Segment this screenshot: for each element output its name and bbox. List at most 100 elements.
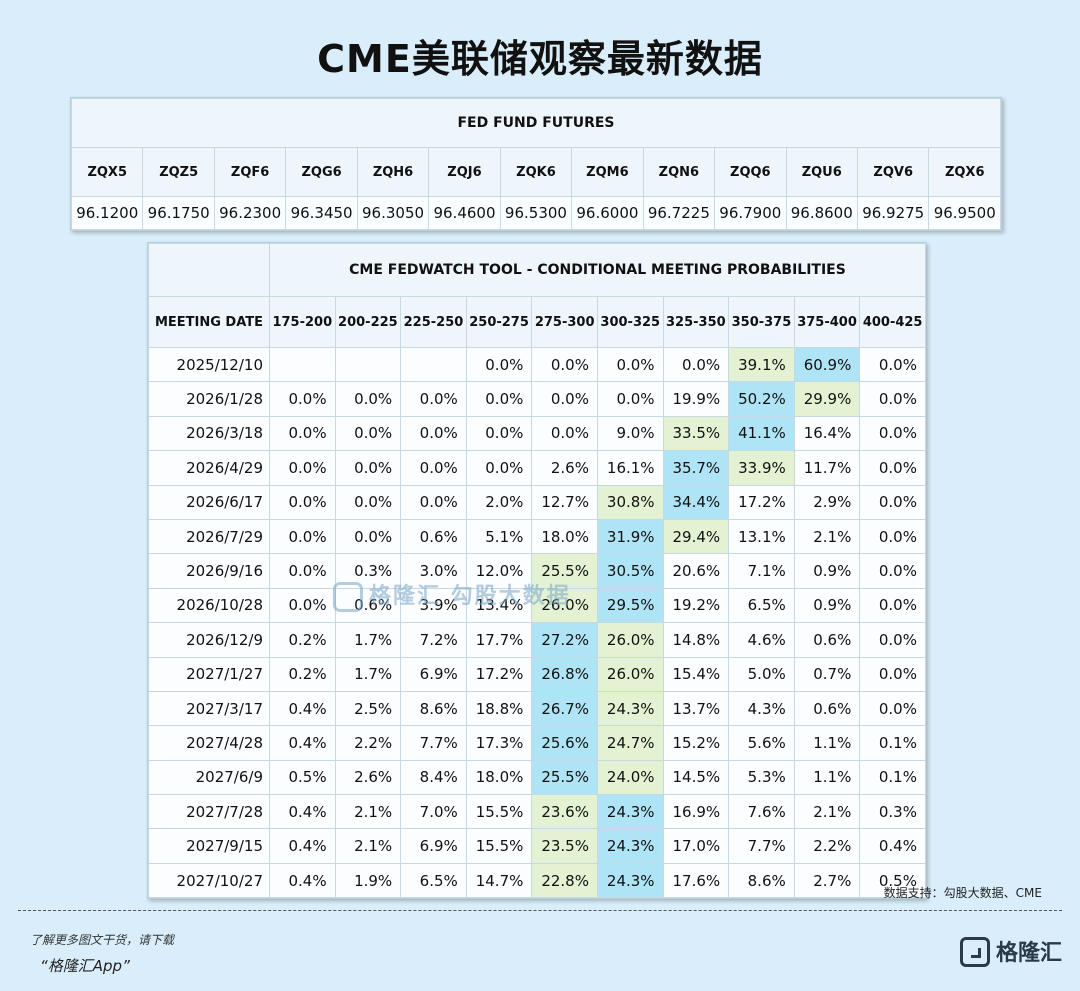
probability-cell: 25.5% — [531, 759, 598, 796]
probability-cell: 30.5% — [596, 553, 664, 589]
probability-cell: 7.2% — [400, 622, 467, 658]
probability-cell: 35.7% — [662, 450, 730, 486]
probability-cell: 24.3% — [596, 794, 664, 830]
probability-cell: 26.0% — [596, 656, 664, 692]
probability-cell: 20.6% — [662, 553, 730, 589]
table-row: 2026/7/29 0.0% 0.0% 0.6% 5.1% 18.0% 31.9% 29.4%… — [148, 518, 926, 555]
probability-cell: 5.6% — [728, 725, 795, 761]
rate-range-header: 275-300 — [531, 296, 598, 348]
probability-cell: 39.1% — [728, 346, 795, 383]
probability-cell: 19.9% — [662, 381, 730, 417]
probability-cell: 2.1% — [334, 828, 402, 864]
probability-cell: 7.7% — [728, 828, 795, 864]
probability-cell: 22.8% — [531, 862, 598, 899]
fed-fund-futures-table: FED FUND FUTURES ZQX5 ZQZ5 ZQF6 ZQG6 ZQH6 ZQJ… — [70, 97, 1002, 231]
table-row: 2026/9/16 0.0% 0.3% 3.0% 12.0% 25.5% 30.5% 20.6… — [148, 553, 926, 589]
probability-cell: 0.0% — [859, 518, 926, 555]
probability-cell: 5.1% — [465, 518, 533, 555]
probability-cell: 0.0% — [859, 484, 926, 520]
table-row: 2027/3/17 0.4% 2.5% 8.6% 18.8% 26.7% 24.3% 13.7… — [148, 690, 926, 727]
probability-cell: 31.9% — [596, 518, 664, 555]
probability-cell: 17.2% — [728, 484, 795, 520]
meeting-date-cell: 2027/4/28 — [148, 725, 270, 761]
meeting-date-cell: 2026/3/18 — [148, 415, 270, 452]
probability-cell: 19.2% — [662, 587, 730, 624]
probability-cell: 18.8% — [465, 690, 533, 727]
probability-cell: 0.0% — [269, 450, 336, 486]
futures-value-cell: 96.4600 — [428, 196, 501, 230]
probability-cell: 24.7% — [596, 725, 664, 761]
probability-cell: 25.6% — [531, 725, 598, 761]
probability-cell: 0.0% — [269, 518, 336, 555]
meeting-date-cell: 2026/10/28 — [148, 587, 270, 624]
probability-cell: 0.0% — [859, 587, 926, 624]
probability-cell: 11.7% — [793, 450, 861, 486]
probability-cell: 17.0% — [662, 828, 730, 864]
probability-cell: 5.3% — [728, 759, 795, 796]
probability-cell: 0.0% — [334, 381, 402, 417]
probability-cell: 27.2% — [531, 622, 598, 658]
meeting-date-cell: 2026/6/17 — [148, 484, 270, 520]
probability-cell: 24.3% — [596, 690, 664, 727]
probability-cell: 1.1% — [793, 725, 861, 761]
futures-code-cell: ZQF6 — [213, 147, 287, 197]
meeting-date-cell: 2027/7/28 — [148, 794, 270, 830]
watermark-logo-icon — [333, 582, 363, 612]
footer-download-text: 了解更多图文干货，请下载 — [30, 933, 175, 947]
probability-cell: 2.0% — [465, 484, 533, 520]
probability-cell: 7.0% — [400, 794, 467, 830]
probability-cell: 0.0% — [859, 415, 926, 452]
rate-range-header: 225-250 — [400, 296, 467, 348]
brand-name: 格隆汇 — [996, 941, 1063, 966]
table-row: 2027/4/28 0.4% 2.2% 7.7% 17.3% 25.6% 24.7% 15.2… — [148, 725, 926, 761]
probability-cell: 17.6% — [662, 862, 730, 899]
probability-cell: 2.1% — [793, 518, 861, 555]
probability-cell: 0.0% — [269, 381, 336, 417]
probability-cell: 15.5% — [465, 828, 533, 864]
probability-cell: 8.6% — [400, 690, 467, 727]
futures-code-cell: ZQJ6 — [428, 147, 501, 197]
table-row: 2027/1/27 0.2% 1.7% 6.9% 17.2% 26.8% 26.0% 15.4… — [148, 656, 926, 692]
probability-cell: 0.0% — [859, 381, 926, 417]
probability-cell: 0.4% — [269, 794, 336, 830]
meeting-date-cell: 2026/12/9 — [148, 622, 270, 658]
probability-cell: 29.4% — [662, 518, 730, 555]
probability-cell: 26.8% — [531, 656, 598, 692]
probability-cell: 12.0% — [465, 553, 533, 589]
probability-cell: 18.0% — [465, 759, 533, 796]
probability-cell: 14.5% — [662, 759, 730, 796]
probability-cell: 2.1% — [334, 794, 402, 830]
probability-cell: 0.1% — [859, 725, 926, 761]
probability-cell: 0.4% — [269, 725, 336, 761]
probability-cell: 33.5% — [662, 415, 730, 452]
futures-code-cell: ZQH6 — [356, 147, 430, 197]
rate-range-header: 325-350 — [662, 296, 730, 348]
probability-cell: 0.4% — [269, 828, 336, 864]
futures-code-cell: ZQM6 — [571, 147, 644, 197]
probability-cell: 12.7% — [531, 484, 598, 520]
probability-cell: 24.3% — [596, 828, 664, 864]
probability-cell: 2.2% — [793, 828, 861, 864]
probability-cell: 17.7% — [465, 622, 533, 658]
probability-cell: 0.4% — [859, 828, 926, 864]
rate-range-header: 300-325 — [596, 296, 664, 348]
probability-cell: 3.9% — [400, 587, 467, 624]
probability-cell: 41.1% — [728, 415, 795, 452]
probability-cell: 14.8% — [662, 622, 730, 658]
table-row: 2025/12/10 0.0% 0.0% 0.0% 0.0% 39.1% 60.9% 0.0% — [148, 346, 926, 383]
probability-cell: 0.0% — [400, 450, 467, 486]
probability-cell: 25.5% — [531, 553, 598, 589]
probability-cell: 0.0% — [269, 415, 336, 452]
probability-cell: 18.0% — [531, 518, 598, 555]
table-row: 2027/7/28 0.4% 2.1% 7.0% 15.5% 23.6% 24.3% 16.9… — [148, 794, 926, 830]
probability-cell — [400, 346, 467, 383]
futures-value-cell: 96.3450 — [285, 196, 358, 230]
page-title: CME美联储观察最新数据 — [317, 37, 763, 81]
probability-cell: 0.0% — [400, 484, 467, 520]
watermark: 格隆汇 勾股大数据 — [333, 578, 571, 612]
probability-cell — [334, 346, 402, 383]
probability-cell: 0.0% — [596, 381, 664, 417]
probability-cell: 0.0% — [859, 690, 926, 727]
probability-cell: 0.0% — [465, 381, 533, 417]
meeting-date-cell: 2027/10/27 — [148, 862, 270, 899]
